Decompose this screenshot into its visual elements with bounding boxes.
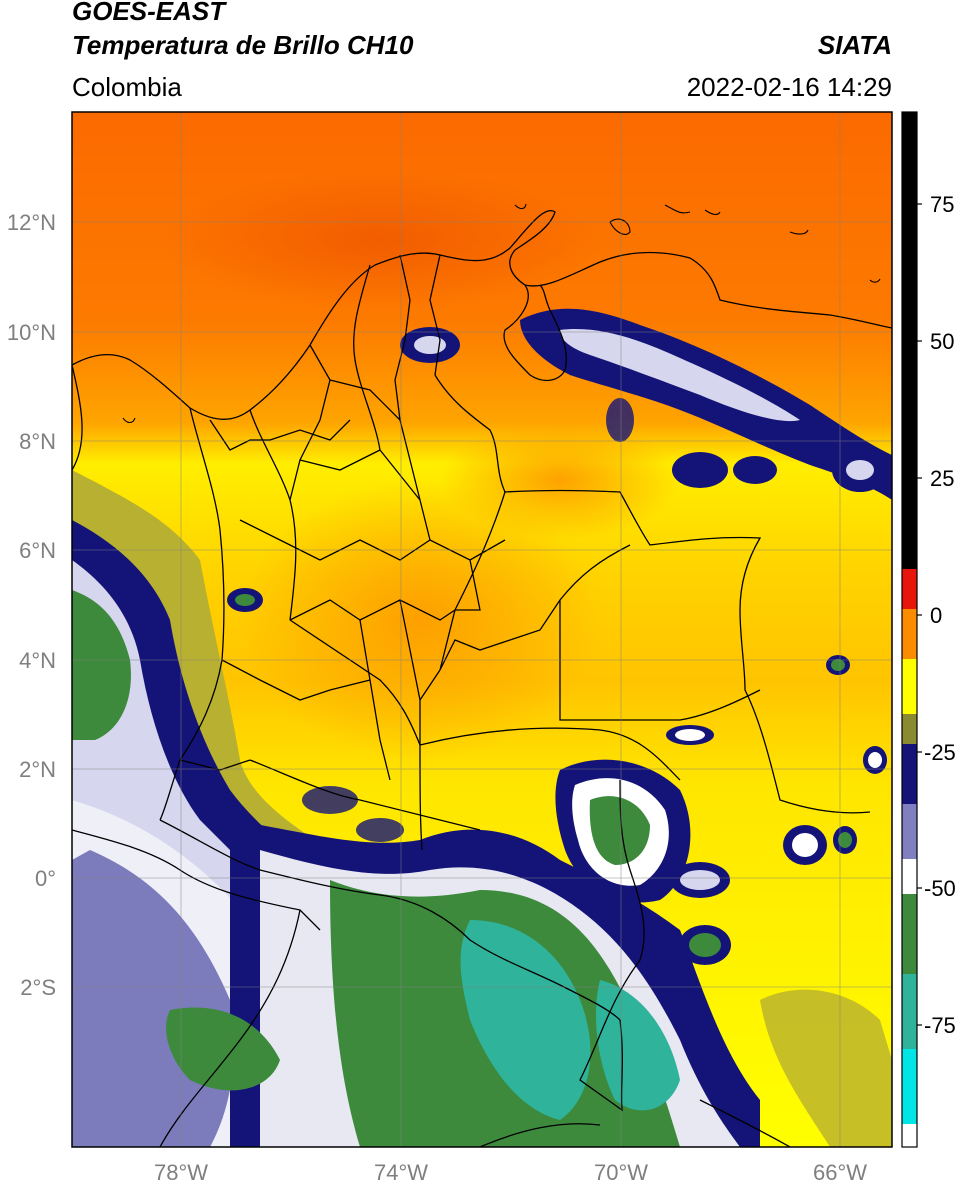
product-title: Temperatura de Brillo CH10 xyxy=(72,30,414,60)
agency-label: SIATA xyxy=(817,30,892,60)
country-borders xyxy=(72,209,892,1147)
colorbar-segment-white xyxy=(902,859,917,894)
colorbar-segment-orange xyxy=(902,609,917,659)
colorbar-segment-green xyxy=(902,894,917,974)
lat-label-2s: 2°S xyxy=(20,975,56,1000)
colorbar-tick-neg25: -25 xyxy=(924,740,956,765)
colorbar-frame xyxy=(901,111,918,1148)
colorbar-segment-lavender xyxy=(902,804,917,859)
lat-label-8n: 8°N xyxy=(19,429,56,454)
latitude-labels: 12°N 10°N 8°N 6°N 4°N 2°N 0° 2°S xyxy=(7,210,56,1000)
lon-label-74w: 74°W xyxy=(374,1160,428,1185)
region-label: Colombia xyxy=(72,72,182,102)
colorbar-segment-olive xyxy=(902,714,917,744)
lon-label-70w: 70°W xyxy=(594,1160,648,1185)
lat-label-12n: 12°N xyxy=(7,210,56,235)
colorbar-tick-0: 0 xyxy=(930,603,942,628)
lat-label-2n: 2°N xyxy=(19,757,56,782)
colorbar-tick-25: 25 xyxy=(930,466,954,491)
islands xyxy=(122,203,881,424)
colorbar-tick-50: 50 xyxy=(930,329,954,354)
lon-label-78w: 78°W xyxy=(154,1160,208,1185)
colorbar-tick-neg75: -75 xyxy=(924,1013,956,1038)
lat-label-6n: 6°N xyxy=(19,538,56,563)
colorbar-tick-neg50: -50 xyxy=(924,876,956,901)
colorbar-segment-teal xyxy=(902,974,917,1049)
colorbar-segment-navy xyxy=(902,744,917,804)
map-image xyxy=(72,112,892,1147)
colorbar-segment-black xyxy=(902,112,917,569)
colorbar-segment-yellow xyxy=(902,659,917,714)
colorbar: 75 50 25 0 -25 -50 -75 xyxy=(901,111,956,1148)
colorbar-segment-red xyxy=(902,569,917,609)
lon-label-66w: 66°W xyxy=(813,1160,867,1185)
satellite-title: GOES-EAST xyxy=(72,0,226,26)
lat-label-4n: 4°N xyxy=(19,648,56,673)
map-frame xyxy=(71,111,893,1148)
colorbar-tick-75: 75 xyxy=(930,192,954,217)
longitude-labels: 78°W 74°W 70°W 66°W xyxy=(154,1160,867,1185)
colorbar-segment-bottom xyxy=(902,1124,917,1147)
colorbar-segment-cyan xyxy=(902,1049,917,1124)
lat-label-0: 0° xyxy=(35,866,56,891)
lat-label-10n: 10°N xyxy=(7,320,56,345)
graticule xyxy=(72,112,892,1147)
timestamp-label: 2022-02-16 14:29 xyxy=(686,72,892,102)
